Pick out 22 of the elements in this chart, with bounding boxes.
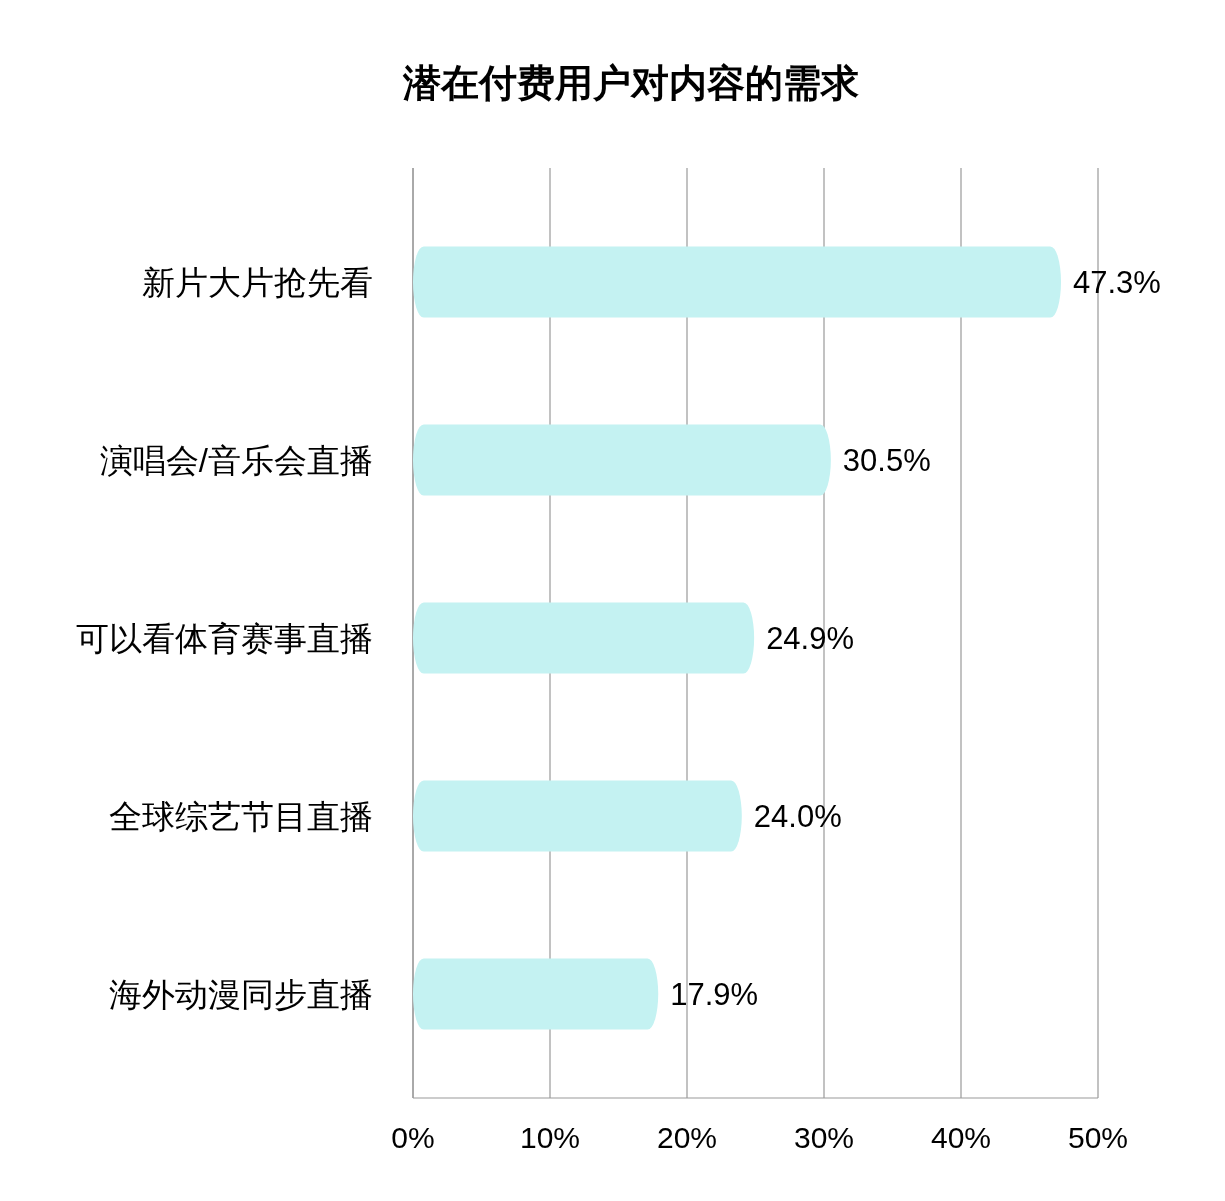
bar	[413, 424, 831, 496]
x-tick-label: 50%	[1067, 1121, 1129, 1154]
data-label: 47.3%	[1073, 265, 1161, 300]
data-label: 30.5%	[842, 443, 931, 478]
y-tick-label: 全球综艺节目直播	[109, 798, 373, 835]
data-label: 24.9%	[766, 621, 855, 656]
data-label: 17.9%	[670, 977, 759, 1012]
x-tick-label: 0%	[391, 1121, 435, 1154]
chart-title: 潜在付费用户对内容的需求	[401, 62, 859, 104]
y-tick-label: 可以看体育赛事直播	[76, 620, 373, 657]
x-tick-label: 10%	[519, 1121, 581, 1154]
y-tick-label: 新片大片抢先看	[142, 264, 373, 301]
x-tick-label: 20%	[656, 1121, 718, 1154]
bar	[413, 780, 742, 852]
bar	[413, 602, 755, 674]
data-label: 24.0%	[753, 799, 842, 834]
bar	[413, 246, 1062, 318]
y-tick-label: 海外动漫同步直播	[109, 976, 373, 1013]
x-tick-label: 40%	[930, 1121, 992, 1154]
x-tick-label: 30%	[793, 1121, 855, 1154]
y-tick-label: 演唱会/音乐会直播	[99, 442, 373, 479]
bar	[413, 958, 659, 1030]
